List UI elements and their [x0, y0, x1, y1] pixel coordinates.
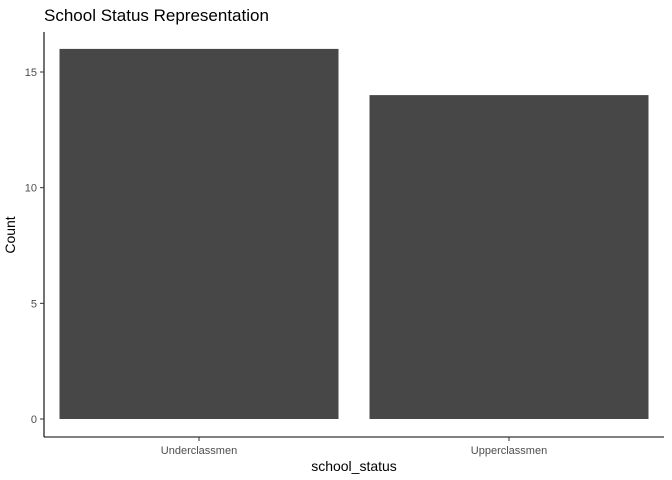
y-tick-label: 5 — [31, 298, 37, 310]
y-tick-label: 0 — [31, 414, 37, 426]
y-tick-label: 15 — [25, 67, 37, 79]
bar-underclassmen — [59, 48, 339, 420]
bars-group — [59, 48, 649, 420]
y-axis-title: Count — [2, 216, 18, 253]
x-axis-ticks: Underclassmen Upperclassmen — [161, 437, 547, 457]
y-tick-label: 10 — [25, 183, 37, 195]
y-axis-ticks: 0 5 10 15 — [25, 67, 44, 426]
bar-upperclassmen — [369, 95, 649, 419]
chart-title: School Status Representation — [44, 6, 269, 25]
x-axis-title: school_status — [311, 458, 397, 474]
x-tick-label: Underclassmen — [161, 445, 237, 457]
x-tick-label: Upperclassmen — [471, 445, 547, 457]
